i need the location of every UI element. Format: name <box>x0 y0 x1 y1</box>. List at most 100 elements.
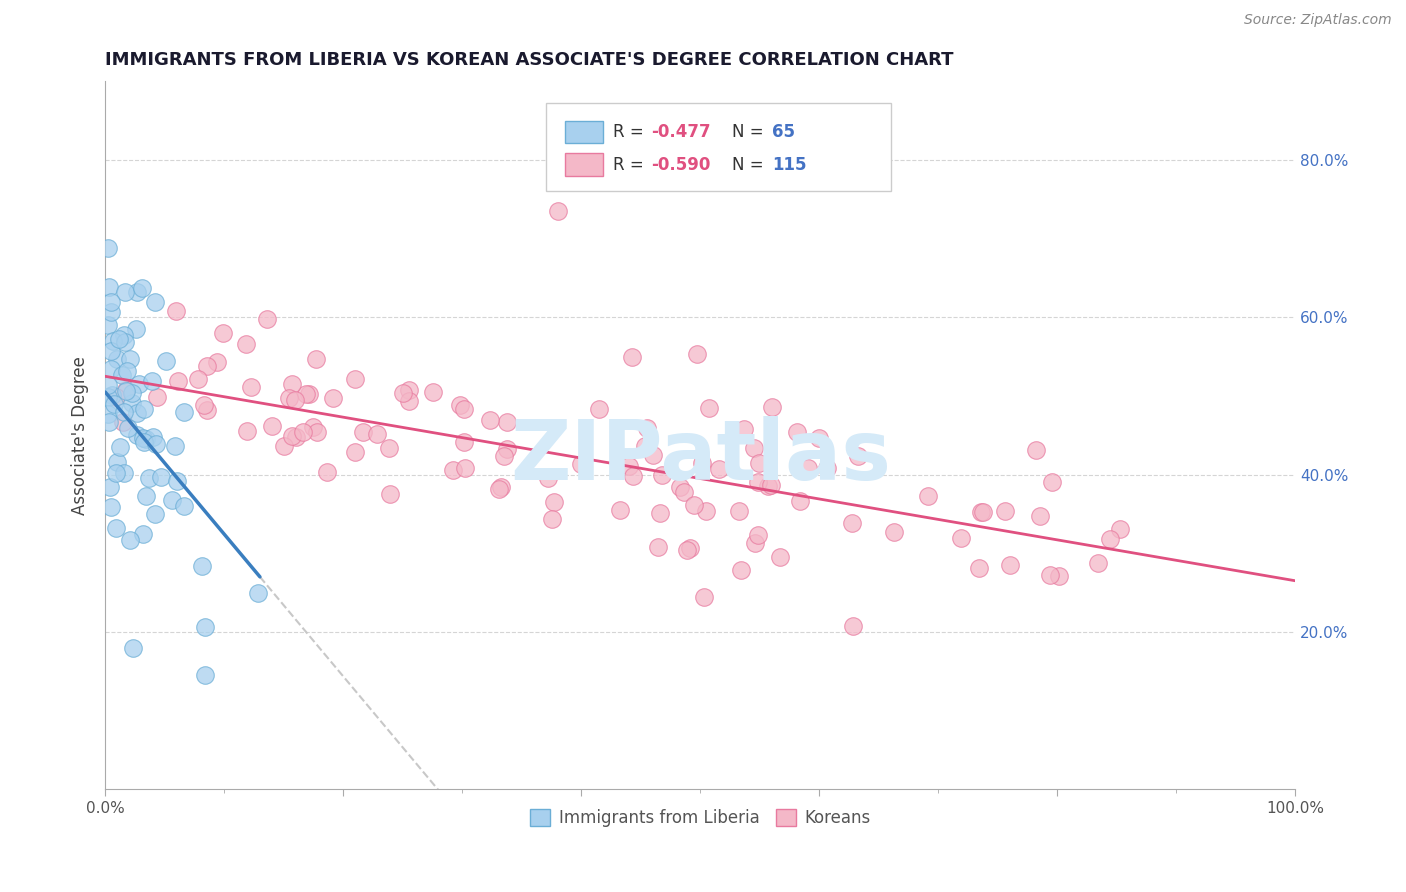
Point <box>496 415 519 429</box>
Point <box>621 350 644 364</box>
Point <box>609 503 631 517</box>
Point <box>211 326 233 341</box>
Point <box>100 361 122 376</box>
Text: N =: N = <box>733 123 769 141</box>
Point <box>97 241 120 255</box>
Point <box>146 390 169 404</box>
Point <box>789 494 811 508</box>
Point <box>132 431 155 445</box>
Point <box>122 641 145 656</box>
Point <box>105 454 128 468</box>
Point <box>343 445 366 459</box>
Point <box>260 419 283 434</box>
Point <box>686 347 709 361</box>
Point <box>187 372 209 386</box>
Point <box>316 465 339 479</box>
Point <box>690 456 713 470</box>
Point <box>281 377 304 392</box>
Point <box>797 460 820 475</box>
Legend: Immigrants from Liberia, Koreans: Immigrants from Liberia, Koreans <box>523 803 877 834</box>
Point <box>744 536 766 550</box>
Point <box>108 440 131 454</box>
Point <box>103 397 125 411</box>
Point <box>195 359 218 373</box>
Point <box>695 503 717 517</box>
Point <box>155 353 177 368</box>
Point <box>195 403 218 417</box>
Point <box>101 388 124 402</box>
Point <box>453 401 475 416</box>
Point <box>135 489 157 503</box>
Point <box>173 499 195 513</box>
Point <box>142 430 165 444</box>
Point <box>761 400 783 414</box>
Point <box>105 466 128 480</box>
Text: IMMIGRANTS FROM LIBERIA VS KOREAN ASSOCIATE'S DEGREE CORRELATION CHART: IMMIGRANTS FROM LIBERIA VS KOREAN ASSOCI… <box>105 51 953 69</box>
Point <box>121 395 143 409</box>
Point <box>967 560 990 574</box>
Point <box>145 437 167 451</box>
FancyBboxPatch shape <box>565 153 603 176</box>
Point <box>449 398 471 412</box>
Point <box>1108 522 1130 536</box>
Point <box>492 449 515 463</box>
Text: 115: 115 <box>772 156 806 174</box>
Point <box>1029 509 1052 524</box>
Point <box>697 401 720 416</box>
Point <box>1039 568 1062 582</box>
Point <box>273 439 295 453</box>
Point <box>100 343 122 358</box>
Point <box>669 480 692 494</box>
Point <box>398 383 420 397</box>
Point <box>808 431 831 445</box>
Point <box>846 449 869 463</box>
Point <box>125 427 148 442</box>
Point <box>100 500 122 515</box>
Point <box>588 401 610 416</box>
Text: 65: 65 <box>772 123 794 141</box>
Text: -0.590: -0.590 <box>651 156 711 174</box>
Point <box>193 398 215 412</box>
Point <box>277 391 299 405</box>
Point <box>112 467 135 481</box>
Point <box>173 405 195 419</box>
Point <box>205 355 228 369</box>
Point <box>105 390 128 404</box>
Point <box>707 462 730 476</box>
Point <box>98 480 121 494</box>
Point <box>883 524 905 539</box>
Point <box>949 531 972 545</box>
Point <box>112 327 135 342</box>
Point <box>391 386 413 401</box>
Point <box>125 322 148 336</box>
Point <box>115 383 138 397</box>
Point <box>543 495 565 509</box>
Point <box>112 415 135 429</box>
Point <box>191 559 214 574</box>
Point <box>453 435 475 450</box>
Point <box>488 483 510 497</box>
Y-axis label: Associate's Degree: Associate's Degree <box>72 356 89 515</box>
Point <box>143 294 166 309</box>
Point <box>478 413 501 427</box>
Point <box>537 471 560 485</box>
Point <box>641 448 664 462</box>
Point <box>104 521 127 535</box>
Point <box>141 374 163 388</box>
Point <box>322 391 344 405</box>
Point <box>768 549 790 564</box>
Point <box>166 475 188 489</box>
Point <box>970 505 993 519</box>
Point <box>101 334 124 349</box>
Point <box>1025 443 1047 458</box>
Point <box>917 489 939 503</box>
Point <box>167 375 190 389</box>
Point <box>547 204 569 219</box>
Point <box>651 467 673 482</box>
Point <box>114 285 136 299</box>
Point <box>121 386 143 401</box>
Point <box>380 486 402 500</box>
Point <box>132 434 155 449</box>
Point <box>150 470 173 484</box>
Point <box>97 279 120 293</box>
